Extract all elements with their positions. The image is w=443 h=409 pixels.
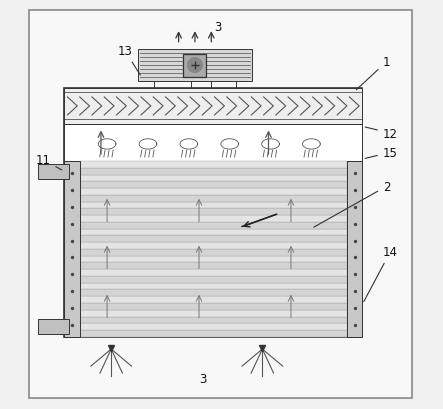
Text: 14: 14 [364, 245, 398, 302]
Text: 15: 15 [365, 146, 398, 160]
Bar [38, 319, 69, 335]
Bar [80, 303, 347, 310]
Text: 12: 12 [365, 127, 398, 140]
Bar [80, 222, 347, 229]
Bar [80, 243, 347, 249]
Bar [138, 49, 252, 82]
Bar [80, 270, 347, 276]
Bar [80, 189, 347, 196]
Bar [80, 182, 347, 189]
Bar [80, 202, 347, 209]
Text: 3: 3 [214, 21, 221, 34]
Bar [80, 263, 347, 270]
Bar [80, 209, 347, 216]
Bar [80, 324, 347, 330]
Bar [80, 310, 347, 317]
Bar [64, 162, 80, 337]
Text: 2: 2 [314, 180, 390, 227]
Bar [38, 164, 69, 180]
Bar [80, 283, 347, 290]
Bar [80, 229, 347, 236]
Bar [80, 162, 347, 169]
Bar [64, 88, 362, 125]
Text: 13: 13 [117, 45, 140, 76]
Bar [80, 290, 347, 297]
Bar [80, 169, 347, 175]
Bar [64, 125, 362, 162]
Bar [80, 175, 347, 182]
Bar [80, 216, 347, 222]
Bar [80, 330, 347, 337]
Bar [347, 162, 362, 337]
Bar [80, 236, 347, 243]
Bar [64, 88, 362, 337]
Bar [80, 256, 347, 263]
Bar [80, 196, 347, 202]
Bar [80, 317, 347, 324]
Text: 3: 3 [199, 372, 207, 385]
Bar [183, 54, 206, 77]
Circle shape [187, 58, 202, 73]
Bar [80, 297, 347, 303]
Text: 11: 11 [35, 154, 62, 171]
Bar [80, 276, 347, 283]
Bar [80, 249, 347, 256]
Text: 1: 1 [356, 56, 390, 90]
